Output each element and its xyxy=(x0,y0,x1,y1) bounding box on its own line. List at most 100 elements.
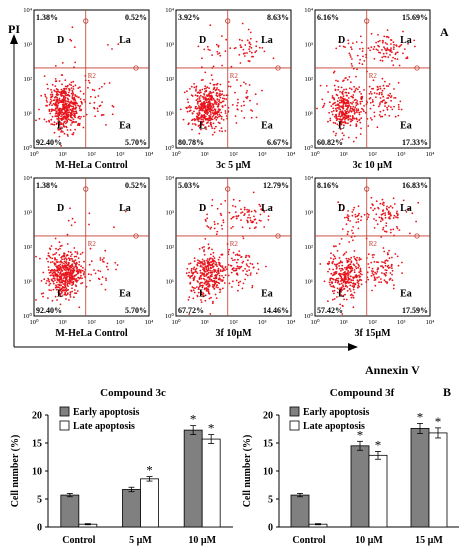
x-tick-label: 10¹ xyxy=(340,151,349,158)
y-axis-label: Cell number (%) xyxy=(10,435,21,508)
quadrant-lower-right-percent: 5.70% xyxy=(125,138,147,147)
x-tick-label: Control xyxy=(292,535,325,546)
quadrant-label-early-apoptosis: Ea xyxy=(119,121,131,132)
x-tick-label: 10² xyxy=(87,319,96,326)
legend-entry: Late apoptosis xyxy=(303,421,365,432)
gate-handle-icon xyxy=(133,65,139,71)
x-tick-label: 10² xyxy=(229,319,238,326)
quadrant-label-late-apoptosis: La xyxy=(119,203,131,214)
y-tick-label: 10⁴ xyxy=(165,7,175,14)
dot-plot-events xyxy=(35,26,120,147)
quadrant-upper-right-percent: 15.69% xyxy=(402,13,428,22)
y-tick-label: 10⁴ xyxy=(304,175,314,182)
quadrant-upper-left-percent: 1.38% xyxy=(36,13,58,22)
dot-plot-events xyxy=(185,191,273,315)
x-tick-label: 10⁴ xyxy=(145,319,155,326)
quadrant-lower-left-percent: 60.82% xyxy=(317,138,343,147)
y-tick-label: 10⁰ xyxy=(304,144,314,152)
gate-handle-icon xyxy=(133,233,139,239)
quadrant-upper-right-percent: 16.83% xyxy=(402,181,428,190)
gate-handle-icon xyxy=(364,18,370,24)
bar-chart-compound-3f: Compound 3f B 0 5 10 15 20 Cell number (%) Contr… xyxy=(242,385,459,546)
panel-a-y-axis-arrow xyxy=(10,34,18,44)
x-tick-label: 10⁰ xyxy=(171,318,181,326)
y-tick-label: 10² xyxy=(166,76,175,83)
x-tick-label: 10¹ xyxy=(201,151,210,158)
quadrant-label-dead: D xyxy=(199,203,206,214)
quadrant-lower-right-percent: 6.67% xyxy=(267,138,289,147)
quadrant-label-late-apoptosis: La xyxy=(261,203,273,214)
dot-plot-events xyxy=(316,29,416,143)
y-tick-label: 10⁴ xyxy=(165,175,175,182)
dot-plot-frame xyxy=(33,177,150,317)
chart-title: Compound 3f xyxy=(330,387,395,399)
significance-star: * xyxy=(375,437,382,452)
x-tick-label: 10³ xyxy=(258,151,267,158)
gate-label: R2 xyxy=(88,240,97,248)
y-tick-label: 5 xyxy=(37,495,42,506)
x-tick-label: 10 µM xyxy=(355,535,383,546)
y-tick-label: 10³ xyxy=(305,42,314,49)
y-tick-label: 20 xyxy=(263,411,273,422)
dot-plot-caption: 3f 10µM xyxy=(215,328,252,339)
gate-label: R2 xyxy=(230,72,239,80)
error-bar xyxy=(128,486,135,493)
significance-star: * xyxy=(146,463,153,478)
dot-plot-frame xyxy=(314,9,431,149)
legend-swatch xyxy=(289,406,300,417)
y-tick-label: 10⁰ xyxy=(165,144,175,152)
panel-a-x-axis-arrow xyxy=(348,343,358,351)
gate-handle-icon xyxy=(275,65,281,71)
y-tick-label: 10¹ xyxy=(166,279,175,286)
gate-label: R2 xyxy=(88,72,97,80)
bar-early-apoptosis xyxy=(60,494,80,528)
y-axis-label: Cell number (%) xyxy=(242,435,253,508)
gate-label: R2 xyxy=(369,240,378,248)
error-bar xyxy=(146,476,153,482)
y-tick-label: 10³ xyxy=(166,210,175,217)
y-tick-label: 10³ xyxy=(305,210,314,217)
quadrant-upper-left-percent: 6.16% xyxy=(317,13,339,22)
x-tick-label: 10³ xyxy=(397,151,406,158)
bar-late-apoptosis xyxy=(428,432,448,528)
y-tick-label: 10² xyxy=(166,244,175,251)
x-tick-label: 10² xyxy=(368,151,377,158)
y-tick-label: 10³ xyxy=(24,42,33,49)
quadrant-label-late-apoptosis: La xyxy=(400,35,412,46)
dot-plot-caption: M-HeLa Control xyxy=(55,328,128,339)
quadrant-lower-left-percent: 80.78% xyxy=(178,138,204,147)
quadrant-lower-left-percent: 67.72% xyxy=(178,306,204,315)
quadrant-lower-right-percent: 17.33% xyxy=(402,138,428,147)
quadrant-label-live: L xyxy=(57,121,64,132)
quadrant-label-live: L xyxy=(338,289,345,300)
y-tick-label: 10¹ xyxy=(24,111,33,118)
legend-swatch xyxy=(59,406,70,417)
quadrant-upper-right-percent: 0.52% xyxy=(125,13,147,22)
y-tick-label: 15 xyxy=(263,439,273,450)
error-bar xyxy=(84,523,91,526)
x-tick-label: 10⁰ xyxy=(171,150,181,158)
x-tick-label: 15 µM xyxy=(415,535,443,546)
y-tick-label: 0 xyxy=(37,523,42,534)
gate-handle-icon xyxy=(414,233,420,239)
quadrant-lower-left-percent: 92.40% xyxy=(36,306,62,315)
x-tick-label: 10⁰ xyxy=(310,318,320,326)
error-bar xyxy=(357,440,363,451)
gate-handle-icon xyxy=(83,18,89,24)
y-tick-label: 10¹ xyxy=(305,111,314,118)
y-tick-label: 10¹ xyxy=(166,111,175,118)
quadrant-label-live: L xyxy=(57,289,64,300)
y-tick-label: 10² xyxy=(305,244,314,251)
quadrant-label-late-apoptosis: La xyxy=(119,35,131,46)
quadrant-label-early-apoptosis: Ea xyxy=(261,121,273,132)
gate-handle-icon xyxy=(414,65,420,71)
y-tick-label: 20 xyxy=(32,411,42,422)
y-tick-label: 10 xyxy=(32,467,42,478)
x-tick-label: 10² xyxy=(87,151,96,158)
quadrant-label-early-apoptosis: Ea xyxy=(261,289,273,300)
dot-plot-caption: 3c 10 µM xyxy=(353,160,393,171)
x-tick-label: 10⁴ xyxy=(426,151,436,158)
